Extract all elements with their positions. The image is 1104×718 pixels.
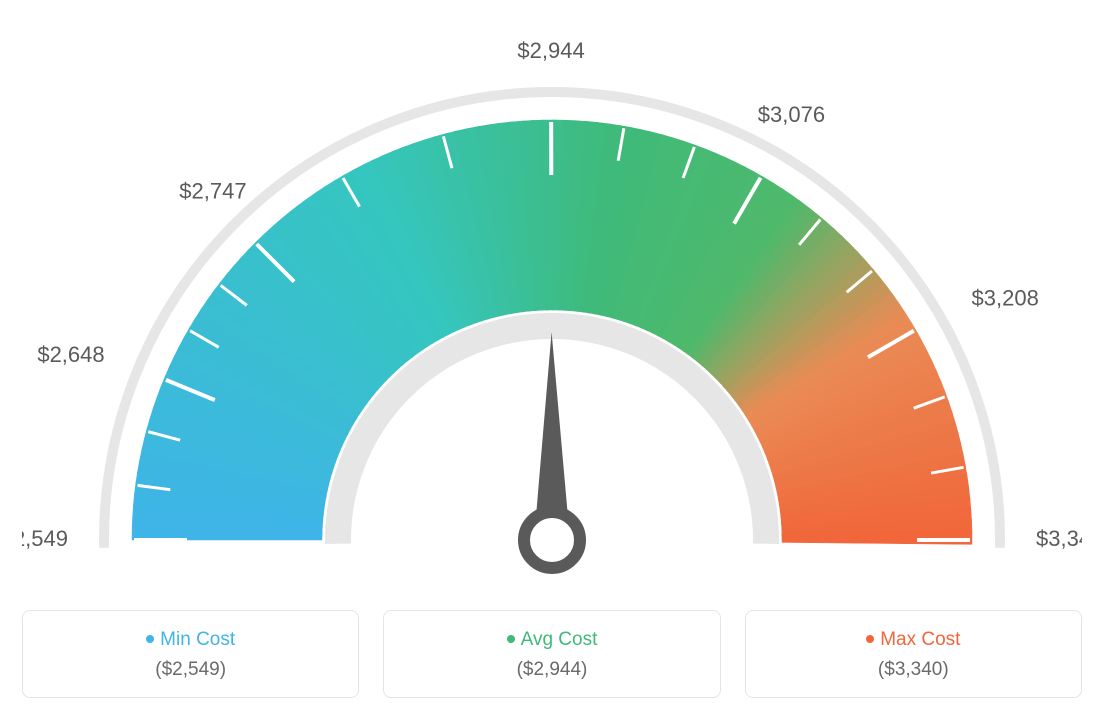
legend-title: Avg Cost — [384, 629, 719, 651]
tick-label: $2,944 — [517, 38, 584, 63]
legend-title-text: Max Cost — [880, 629, 960, 650]
legend-row: Min Cost ($2,549) Avg Cost ($2,944) Max Cost… — [22, 610, 1082, 698]
legend-value: ($3,340) — [746, 659, 1081, 681]
tick-label: $2,648 — [37, 342, 104, 367]
needle-hub — [524, 512, 580, 568]
tick-label: $3,340 — [1036, 526, 1082, 551]
legend-card: Max Cost ($3,340) — [745, 610, 1082, 698]
legend-title-text: Min Cost — [160, 629, 235, 650]
legend-value: ($2,944) — [384, 659, 719, 681]
legend-value: ($2,549) — [23, 659, 358, 681]
tick-label: $3,208 — [972, 286, 1039, 311]
legend-card: Min Cost ($2,549) — [22, 610, 359, 698]
gauge-chart: $2,549 $2,648 $2,747 $2,944 $3,076 $3,208 $3,3… — [22, 20, 1082, 580]
legend-title: Max Cost — [746, 629, 1081, 651]
legend-dot-icon — [866, 635, 874, 643]
legend-dot-icon — [507, 635, 515, 643]
legend-dot-icon — [146, 635, 154, 643]
tick-label: $2,747 — [179, 178, 246, 203]
legend-title: Min Cost — [23, 629, 358, 651]
tick-label: $2,549 — [22, 526, 68, 551]
legend-title-text: Avg Cost — [521, 629, 598, 650]
tick-label: $3,076 — [758, 102, 825, 127]
legend-card: Avg Cost ($2,944) — [383, 610, 720, 698]
gauge-svg: $2,549 $2,648 $2,747 $2,944 $3,076 $3,208 $3,3… — [22, 20, 1082, 580]
